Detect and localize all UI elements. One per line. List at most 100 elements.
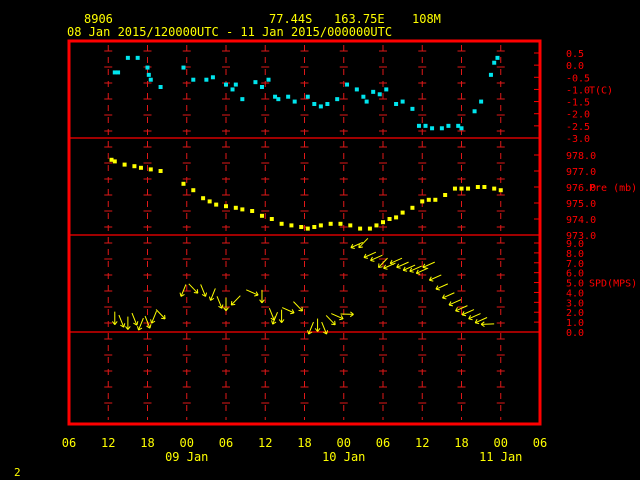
wind-arrow — [331, 313, 344, 321]
pressure-point — [459, 186, 464, 191]
temperature-tick-label: -1.0 — [566, 85, 590, 96]
x-tick-label: 18 — [140, 436, 154, 450]
wind-arrow — [188, 283, 199, 294]
wind-arrow — [480, 321, 495, 328]
wind-arrow — [278, 309, 285, 323]
wind-arrow — [474, 317, 488, 325]
grid-lines — [104, 45, 505, 420]
wind-arrow — [200, 284, 208, 297]
pressure-point — [289, 223, 294, 228]
pressure-tick-label: 978.0 — [566, 151, 596, 162]
page-number: 2 — [14, 466, 21, 479]
pressure-point — [410, 205, 415, 210]
pressure-point — [475, 185, 480, 189]
temperature-series — [112, 55, 500, 131]
wind-arrow — [179, 284, 187, 297]
pressure-series — [109, 157, 503, 231]
time-range: 08 Jan 2015/120000UTC - 11 Jan 2015/0000… — [67, 25, 392, 39]
x-date-label: 11 Jan — [479, 450, 522, 464]
pressure-point — [498, 188, 503, 193]
wind-tick-label: 4.0 — [566, 288, 584, 299]
wind-arrow — [340, 311, 354, 318]
x-tick-label: 18 — [454, 436, 468, 450]
wind-arrow — [216, 296, 224, 309]
pressure-point — [112, 159, 117, 164]
temperature-point — [456, 123, 461, 128]
wind-arrow — [223, 297, 229, 312]
wind-arrow — [455, 305, 468, 313]
pressure-tick-label: 977.0 — [566, 167, 596, 178]
temperature-point — [286, 94, 291, 99]
pressure-point — [338, 221, 343, 226]
pressure-point — [492, 186, 497, 191]
x-tick-label: 06 — [376, 436, 390, 450]
temperature-point — [210, 75, 215, 80]
wind-arrow — [293, 301, 303, 312]
station-elevation: 108M — [412, 12, 441, 26]
panel-labels: T(C) Pre (mb) SPD(MPS) — [589, 85, 637, 289]
pressure-point — [109, 157, 114, 162]
wind-arrow — [111, 311, 118, 325]
temperature-point — [191, 77, 196, 82]
wind-arrow — [144, 315, 152, 329]
wind-arrow — [131, 312, 139, 326]
wind-arrow — [118, 314, 126, 328]
x-tick-label: 00 — [180, 436, 194, 450]
temperature-point — [364, 99, 369, 104]
temperature-point — [253, 80, 258, 85]
temperature-point — [233, 82, 238, 87]
station-id: 8906 — [84, 12, 113, 26]
wind-arrow — [402, 264, 416, 272]
temperature-point — [135, 55, 140, 60]
temperature-point — [335, 97, 340, 102]
temperature-point — [273, 94, 278, 99]
temperature-point — [400, 99, 405, 104]
wind-arrow — [321, 321, 329, 335]
pressure-point — [181, 181, 186, 186]
temperature-point — [266, 77, 271, 82]
x-date-label: 10 Jan — [322, 450, 365, 464]
pressure-point — [367, 226, 372, 231]
x-tick-label: 00 — [494, 436, 508, 450]
temperature-point — [325, 102, 330, 106]
temperature-point — [181, 65, 186, 70]
pressure-point — [269, 217, 274, 221]
temperature-point — [459, 126, 464, 131]
wind-panel-label: SPD(MPS) — [589, 279, 637, 290]
pressure-point — [381, 220, 385, 225]
wind-arrow — [208, 288, 216, 301]
pressure-point — [466, 186, 471, 191]
wind-arrow — [150, 310, 157, 324]
temperature-tick-label: -2.0 — [566, 110, 590, 121]
pressure-point — [387, 217, 392, 221]
temperature-tick-label: 0.0 — [566, 61, 584, 72]
wind-arrow — [314, 318, 321, 332]
temperature-point — [492, 60, 497, 65]
wind-tick-label: 3.0 — [566, 298, 584, 309]
pressure-point — [482, 185, 487, 189]
temperature-point — [230, 87, 235, 92]
wind-arrow — [137, 317, 144, 331]
pressure-tick-label: 976.0 — [566, 183, 596, 194]
x-tick-label: 00 — [337, 436, 351, 450]
wind-arrow — [461, 309, 475, 317]
temperature-point — [276, 97, 281, 102]
pressure-tick-label: 974.0 — [566, 215, 596, 226]
temperature-point — [125, 55, 130, 60]
wind-arrow — [415, 267, 429, 275]
wind-tick-label: 0.0 — [566, 328, 584, 339]
pressure-tick-label: 975.0 — [566, 199, 596, 210]
temperature-point — [224, 82, 228, 87]
pressure-point — [158, 169, 163, 173]
temperature-point — [204, 77, 209, 82]
wind-series — [111, 237, 495, 335]
pressure-point — [259, 213, 264, 218]
y-axis-ticks: 0.50.0-0.5-1.0-1.5-2.0-2.5-3.0978.0977.0… — [534, 49, 596, 339]
temperature-point — [430, 126, 435, 131]
wind-arrow — [259, 289, 265, 304]
pressure-point — [305, 226, 310, 231]
temperature-point — [479, 99, 484, 104]
pressure-point — [279, 221, 284, 226]
wind-arrow — [389, 257, 403, 265]
pressure-point — [452, 186, 457, 191]
